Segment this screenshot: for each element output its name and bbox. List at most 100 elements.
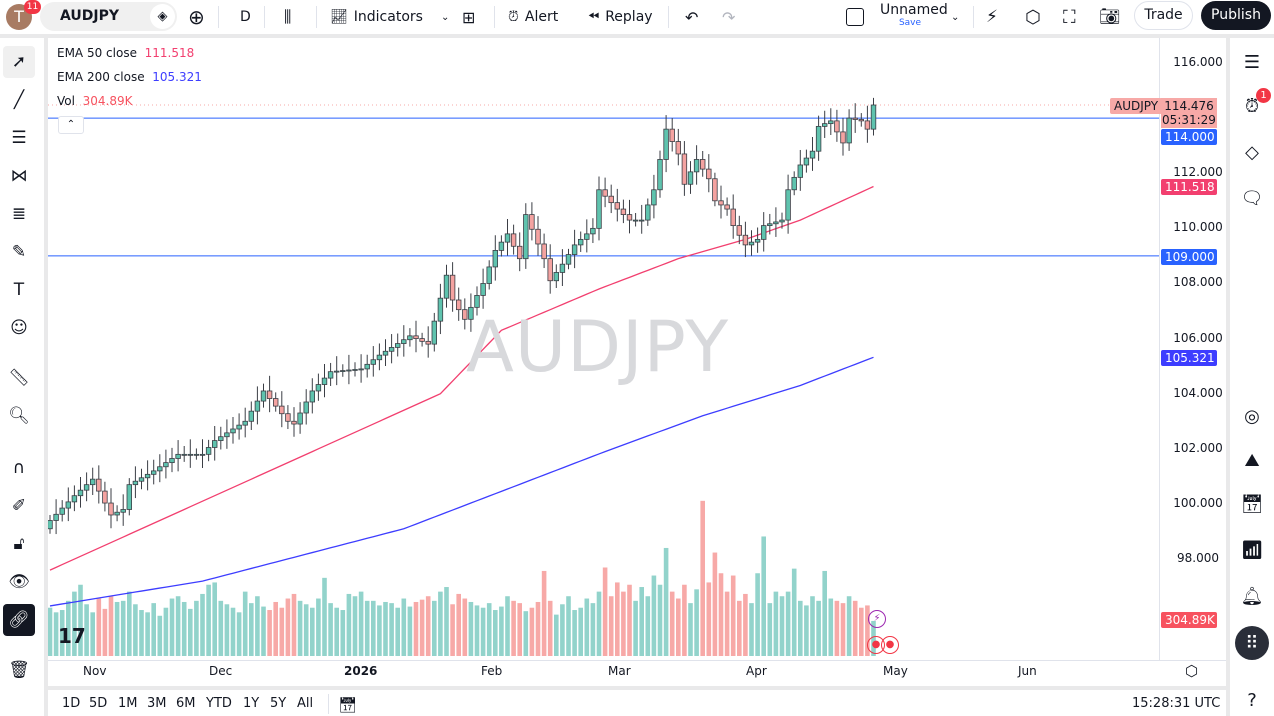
indicators-label: Indicators xyxy=(353,9,423,25)
trash-icon[interactable]: 🗑︎ xyxy=(8,660,30,680)
pattern-icon[interactable]: ⋈ xyxy=(10,166,28,186)
volume-bar xyxy=(773,591,779,656)
volume-bar xyxy=(456,593,461,656)
ema50-label: EMA 50 close xyxy=(57,46,137,60)
candle-body xyxy=(327,371,334,379)
redo-icon[interactable]: ↷ xyxy=(722,7,736,27)
volume-bar xyxy=(749,603,754,656)
collapse-legend-button[interactable]: ⌃ xyxy=(58,116,84,134)
ema50-value: 111.518 xyxy=(144,46,195,60)
apps-icon[interactable]: ⠿ xyxy=(1235,626,1269,660)
horizontal-lines-icon[interactable]: ☰ xyxy=(11,128,27,148)
candle-body xyxy=(846,117,852,144)
emoji-icon[interactable]: ☺ xyxy=(10,318,28,338)
interval-button[interactable]: D xyxy=(240,9,251,25)
watchlist-icon[interactable]: ☰ xyxy=(1243,51,1261,73)
chat-icon[interactable]: 🗨︎ xyxy=(1240,187,1264,209)
text-icon[interactable]: T xyxy=(13,280,25,300)
range-1m[interactable]: 1M xyxy=(118,696,138,711)
ruler-icon[interactable]: 📏︎ xyxy=(8,368,30,388)
ema200-line xyxy=(49,356,874,607)
chart-pane[interactable]: AUDJPY EMA 50 close 111.518 EMA 200 clos… xyxy=(48,38,1226,686)
brush-icon[interactable]: ✎ xyxy=(11,242,27,262)
clock[interactable]: 15:28:31 UTC xyxy=(1132,696,1221,711)
tradingview-logo[interactable]: 17 xyxy=(58,624,86,648)
eye-icon[interactable]: 👁︎ xyxy=(8,572,30,592)
candle-body xyxy=(834,120,840,133)
fib-icon[interactable]: ≣ xyxy=(11,204,27,224)
publish-button[interactable]: Publish xyxy=(1201,1,1271,30)
camera-icon[interactable]: 📷︎ xyxy=(1099,7,1121,27)
price-chart[interactable] xyxy=(48,38,1226,686)
quick-search-icon[interactable]: ⚡︎ xyxy=(986,7,998,27)
price-tick: 100.000 xyxy=(1173,495,1223,510)
gem-icon[interactable]: ◈ xyxy=(150,4,175,29)
chevron-down-icon[interactable]: ⌄ xyxy=(951,11,960,23)
help-icon[interactable]: ? xyxy=(1247,689,1257,711)
trade-button[interactable]: Trade xyxy=(1134,1,1193,30)
layers-icon[interactable]: ◇ xyxy=(1245,141,1259,163)
alert-label: Alert xyxy=(524,9,559,25)
alert-button[interactable]: ⏰︎ Alert xyxy=(508,0,558,34)
candle-body xyxy=(169,458,175,464)
magnet-icon[interactable]: ∩ xyxy=(12,458,26,478)
ema50-legend[interactable]: EMA 50 close 111.518 xyxy=(57,46,194,60)
candles-icon[interactable]: ⫼ xyxy=(284,7,292,26)
candle-body xyxy=(559,263,566,273)
hline-109-tag[interactable]: 109.000 xyxy=(1161,249,1217,265)
volume-legend[interactable]: Vol 304.89K xyxy=(57,94,132,108)
chevron-down-icon[interactable]: ⌄ xyxy=(440,11,450,23)
symbol-search[interactable]: AUDJPY ◈ xyxy=(40,2,177,31)
axis-settings-icon[interactable]: ⬡ xyxy=(1185,662,1199,680)
volume-bar xyxy=(486,603,492,656)
zoom-in-icon[interactable]: 🔍︎ xyxy=(8,406,30,426)
range-3m[interactable]: 3M xyxy=(147,696,167,711)
range-1d[interactable]: 1D xyxy=(62,696,81,711)
range-6m[interactable]: 6M xyxy=(176,696,196,711)
add-symbol-icon[interactable]: ⊕ xyxy=(188,5,205,29)
candle-body xyxy=(388,347,395,352)
alerts-icon[interactable]: ⏰︎ xyxy=(1244,95,1260,117)
ema200-legend[interactable]: EMA 200 close 105.321 xyxy=(57,70,202,84)
candle-body xyxy=(187,453,193,456)
settings-icon[interactable]: ⬡ xyxy=(1025,6,1041,28)
range-5y[interactable]: 5Y xyxy=(270,696,287,711)
broadcast-icon[interactable]: 📶︎ xyxy=(1240,539,1264,561)
trend-line-icon[interactable]: ╱ xyxy=(13,90,25,110)
calendar-icon[interactable]: 📅︎ xyxy=(1240,493,1264,515)
lightning-icon[interactable]: ⚡︎ xyxy=(868,610,886,628)
candle-body xyxy=(114,511,120,516)
undo-icon[interactable]: ↶ xyxy=(685,7,699,27)
lock-drawing-icon[interactable]: ✐ xyxy=(11,496,27,516)
candle-body xyxy=(303,401,309,414)
volume-bar xyxy=(322,577,327,656)
replay-button[interactable]: ⏪︎ Replay xyxy=(588,0,653,34)
cursor-icon[interactable]: ➚ xyxy=(3,46,35,78)
range-1y[interactable]: 1Y xyxy=(243,696,260,711)
event-marker-icon[interactable]: ● xyxy=(881,636,899,654)
target-icon[interactable]: ◎ xyxy=(1244,405,1260,427)
range-ytd[interactable]: YTD xyxy=(206,696,232,711)
range-5d[interactable]: 5D xyxy=(89,696,108,711)
layout-checkbox[interactable] xyxy=(846,0,864,34)
indicators-button[interactable]: 📈︎ Indicators ⌄ xyxy=(330,0,449,34)
candle-body xyxy=(90,478,96,486)
layouts-icon[interactable]: ⊞ xyxy=(462,7,476,27)
ema200-label: EMA 200 close xyxy=(57,70,145,84)
candle-body xyxy=(785,189,791,221)
candle-body xyxy=(870,104,877,130)
link-icon[interactable]: 🔗︎ xyxy=(3,604,35,636)
ideas-icon[interactable]: ⛰︎ xyxy=(1244,449,1260,471)
range-all[interactable]: All xyxy=(297,696,314,711)
layout-name[interactable]: Unnamed Save xyxy=(880,2,948,28)
price-tick: 98.000 xyxy=(1177,551,1219,566)
bell-icon[interactable]: 🔔︎ xyxy=(1240,585,1264,607)
fullscreen-icon[interactable]: ⛶ xyxy=(1063,6,1076,28)
candle-body xyxy=(333,370,340,373)
lock-icon[interactable]: 🔓︎ xyxy=(13,534,25,554)
hline-114-tag[interactable]: 114.000 xyxy=(1161,129,1217,145)
go-to-date-icon[interactable]: 📅︎ xyxy=(338,696,358,714)
ema200-value: 105.321 xyxy=(152,70,202,84)
save-link[interactable]: Save xyxy=(898,18,922,28)
volume-bar xyxy=(450,604,455,656)
